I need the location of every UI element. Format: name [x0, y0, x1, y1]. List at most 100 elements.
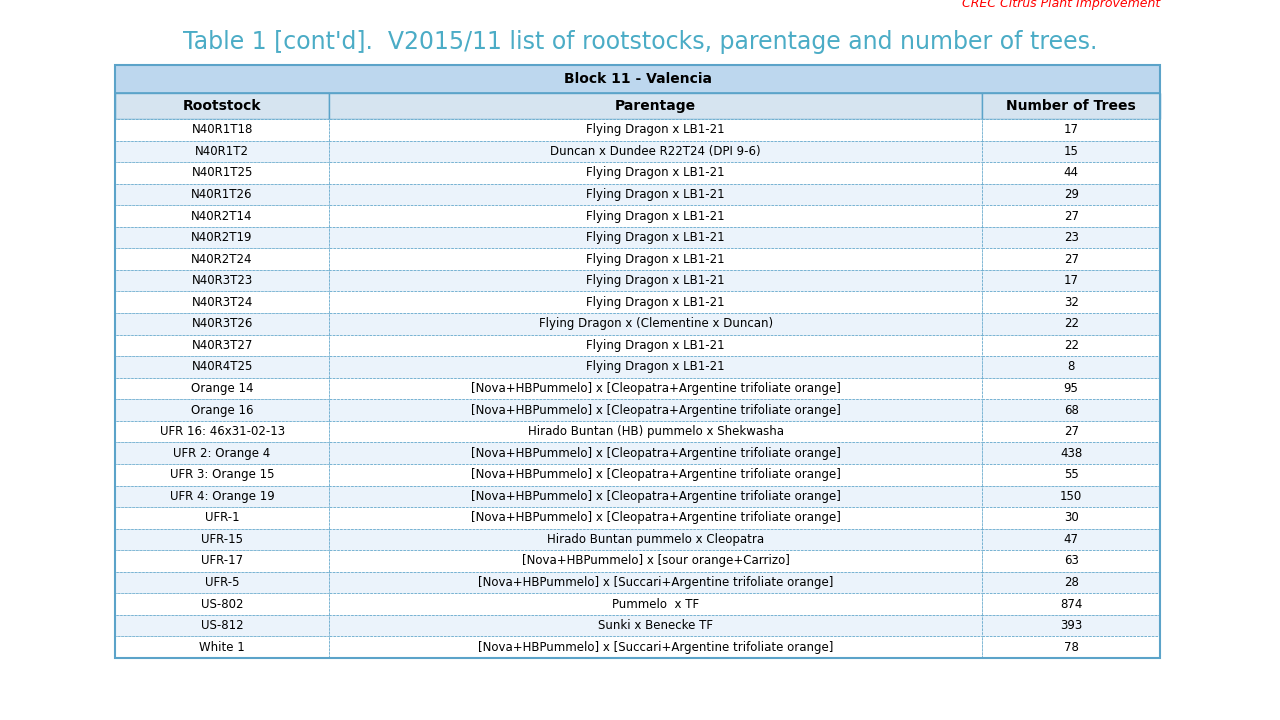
- Bar: [115, 572, 329, 593]
- Text: 55: 55: [1064, 468, 1079, 481]
- Bar: [329, 248, 982, 270]
- Bar: [329, 356, 982, 378]
- Bar: [115, 119, 329, 140]
- Text: 22: 22: [1064, 339, 1079, 352]
- Text: Parentage: Parentage: [616, 99, 696, 113]
- Text: 17: 17: [1064, 274, 1079, 287]
- Bar: [329, 464, 982, 485]
- Bar: [982, 356, 1160, 378]
- Text: Flying Dragon x LB1-21: Flying Dragon x LB1-21: [586, 253, 724, 266]
- Bar: [982, 270, 1160, 292]
- Bar: [982, 248, 1160, 270]
- Text: N40R4T25: N40R4T25: [192, 361, 253, 374]
- Bar: [982, 485, 1160, 507]
- Text: N40R1T26: N40R1T26: [192, 188, 253, 201]
- Text: Flying Dragon x LB1-21: Flying Dragon x LB1-21: [586, 274, 724, 287]
- Bar: [329, 400, 982, 420]
- Bar: [115, 420, 329, 442]
- Text: UFR 2: Orange 4: UFR 2: Orange 4: [174, 446, 271, 459]
- Text: [Nova+HBPummelo] x [Cleopatra+Argentine trifoliate orange]: [Nova+HBPummelo] x [Cleopatra+Argentine …: [471, 511, 841, 524]
- Text: N40R1T25: N40R1T25: [192, 166, 253, 179]
- Bar: [115, 528, 329, 550]
- Bar: [329, 93, 982, 119]
- Text: UFR 16: 46x31-02-13: UFR 16: 46x31-02-13: [160, 425, 284, 438]
- Bar: [982, 313, 1160, 335]
- Bar: [329, 162, 982, 184]
- Bar: [982, 184, 1160, 205]
- Bar: [982, 93, 1160, 119]
- Text: N40R3T26: N40R3T26: [192, 318, 253, 330]
- Bar: [115, 464, 329, 485]
- Text: N40R3T23: N40R3T23: [192, 274, 252, 287]
- Bar: [329, 636, 982, 658]
- Text: [Nova+HBPummelo] x [Succari+Argentine trifoliate orange]: [Nova+HBPummelo] x [Succari+Argentine tr…: [479, 641, 833, 654]
- Bar: [982, 162, 1160, 184]
- Bar: [115, 93, 329, 119]
- Bar: [115, 400, 329, 420]
- Text: Number of Trees: Number of Trees: [1006, 99, 1137, 113]
- Text: Hirado Buntan (HB) pummelo x Shekwasha: Hirado Buntan (HB) pummelo x Shekwasha: [527, 425, 783, 438]
- Bar: [329, 270, 982, 292]
- Text: UFR-5: UFR-5: [205, 576, 239, 589]
- Bar: [982, 528, 1160, 550]
- Bar: [115, 313, 329, 335]
- Bar: [115, 162, 329, 184]
- Text: US-802: US-802: [201, 598, 243, 611]
- Text: [Nova+HBPummelo] x [Cleopatra+Argentine trifoliate orange]: [Nova+HBPummelo] x [Cleopatra+Argentine …: [471, 403, 841, 417]
- Bar: [115, 636, 329, 658]
- Bar: [982, 593, 1160, 615]
- Bar: [982, 442, 1160, 464]
- Text: N40R3T27: N40R3T27: [192, 339, 253, 352]
- Bar: [115, 270, 329, 292]
- Text: Flying Dragon x LB1-21: Flying Dragon x LB1-21: [586, 361, 724, 374]
- Text: 30: 30: [1064, 511, 1079, 524]
- Text: Flying Dragon x LB1-21: Flying Dragon x LB1-21: [586, 166, 724, 179]
- Bar: [115, 140, 329, 162]
- Bar: [115, 205, 329, 227]
- Bar: [982, 400, 1160, 420]
- Bar: [115, 507, 329, 528]
- Text: N40R2T19: N40R2T19: [192, 231, 253, 244]
- Text: 29: 29: [1064, 188, 1079, 201]
- Bar: [982, 615, 1160, 636]
- Text: 17: 17: [1064, 123, 1079, 136]
- Text: 27: 27: [1064, 425, 1079, 438]
- Text: Flying Dragon x LB1-21: Flying Dragon x LB1-21: [586, 210, 724, 222]
- Bar: [115, 356, 329, 378]
- Bar: [329, 442, 982, 464]
- Bar: [982, 572, 1160, 593]
- Text: Flying Dragon x (Clementine x Duncan): Flying Dragon x (Clementine x Duncan): [539, 318, 773, 330]
- Text: Rootstock: Rootstock: [183, 99, 261, 113]
- Text: UFR-1: UFR-1: [205, 511, 239, 524]
- Bar: [115, 335, 329, 356]
- Bar: [329, 507, 982, 528]
- Text: White 1: White 1: [200, 641, 244, 654]
- Text: [Nova+HBPummelo] x [Cleopatra+Argentine trifoliate orange]: [Nova+HBPummelo] x [Cleopatra+Argentine …: [471, 468, 841, 481]
- Text: [Nova+HBPummelo] x [Cleopatra+Argentine trifoliate orange]: [Nova+HBPummelo] x [Cleopatra+Argentine …: [471, 490, 841, 503]
- Text: 78: 78: [1064, 641, 1079, 654]
- Bar: [115, 615, 329, 636]
- Text: [Nova+HBPummelo] x [Cleopatra+Argentine trifoliate orange]: [Nova+HBPummelo] x [Cleopatra+Argentine …: [471, 382, 841, 395]
- Text: N40R3T24: N40R3T24: [192, 296, 253, 309]
- Text: Flying Dragon x LB1-21: Flying Dragon x LB1-21: [586, 123, 724, 136]
- Text: N40R2T24: N40R2T24: [192, 253, 253, 266]
- Text: Flying Dragon x LB1-21: Flying Dragon x LB1-21: [586, 188, 724, 201]
- Text: 44: 44: [1064, 166, 1079, 179]
- Bar: [982, 464, 1160, 485]
- Text: 95: 95: [1064, 382, 1079, 395]
- Bar: [329, 593, 982, 615]
- Text: 47: 47: [1064, 533, 1079, 546]
- Bar: [329, 420, 982, 442]
- Bar: [982, 205, 1160, 227]
- Text: N40R2T14: N40R2T14: [192, 210, 253, 222]
- Bar: [115, 65, 1160, 658]
- Bar: [329, 292, 982, 313]
- Bar: [115, 292, 329, 313]
- Bar: [329, 485, 982, 507]
- Bar: [329, 378, 982, 400]
- Text: N40R1T18: N40R1T18: [192, 123, 253, 136]
- Text: 438: 438: [1060, 446, 1083, 459]
- Text: 27: 27: [1064, 210, 1079, 222]
- Text: Orange 14: Orange 14: [191, 382, 253, 395]
- Bar: [329, 528, 982, 550]
